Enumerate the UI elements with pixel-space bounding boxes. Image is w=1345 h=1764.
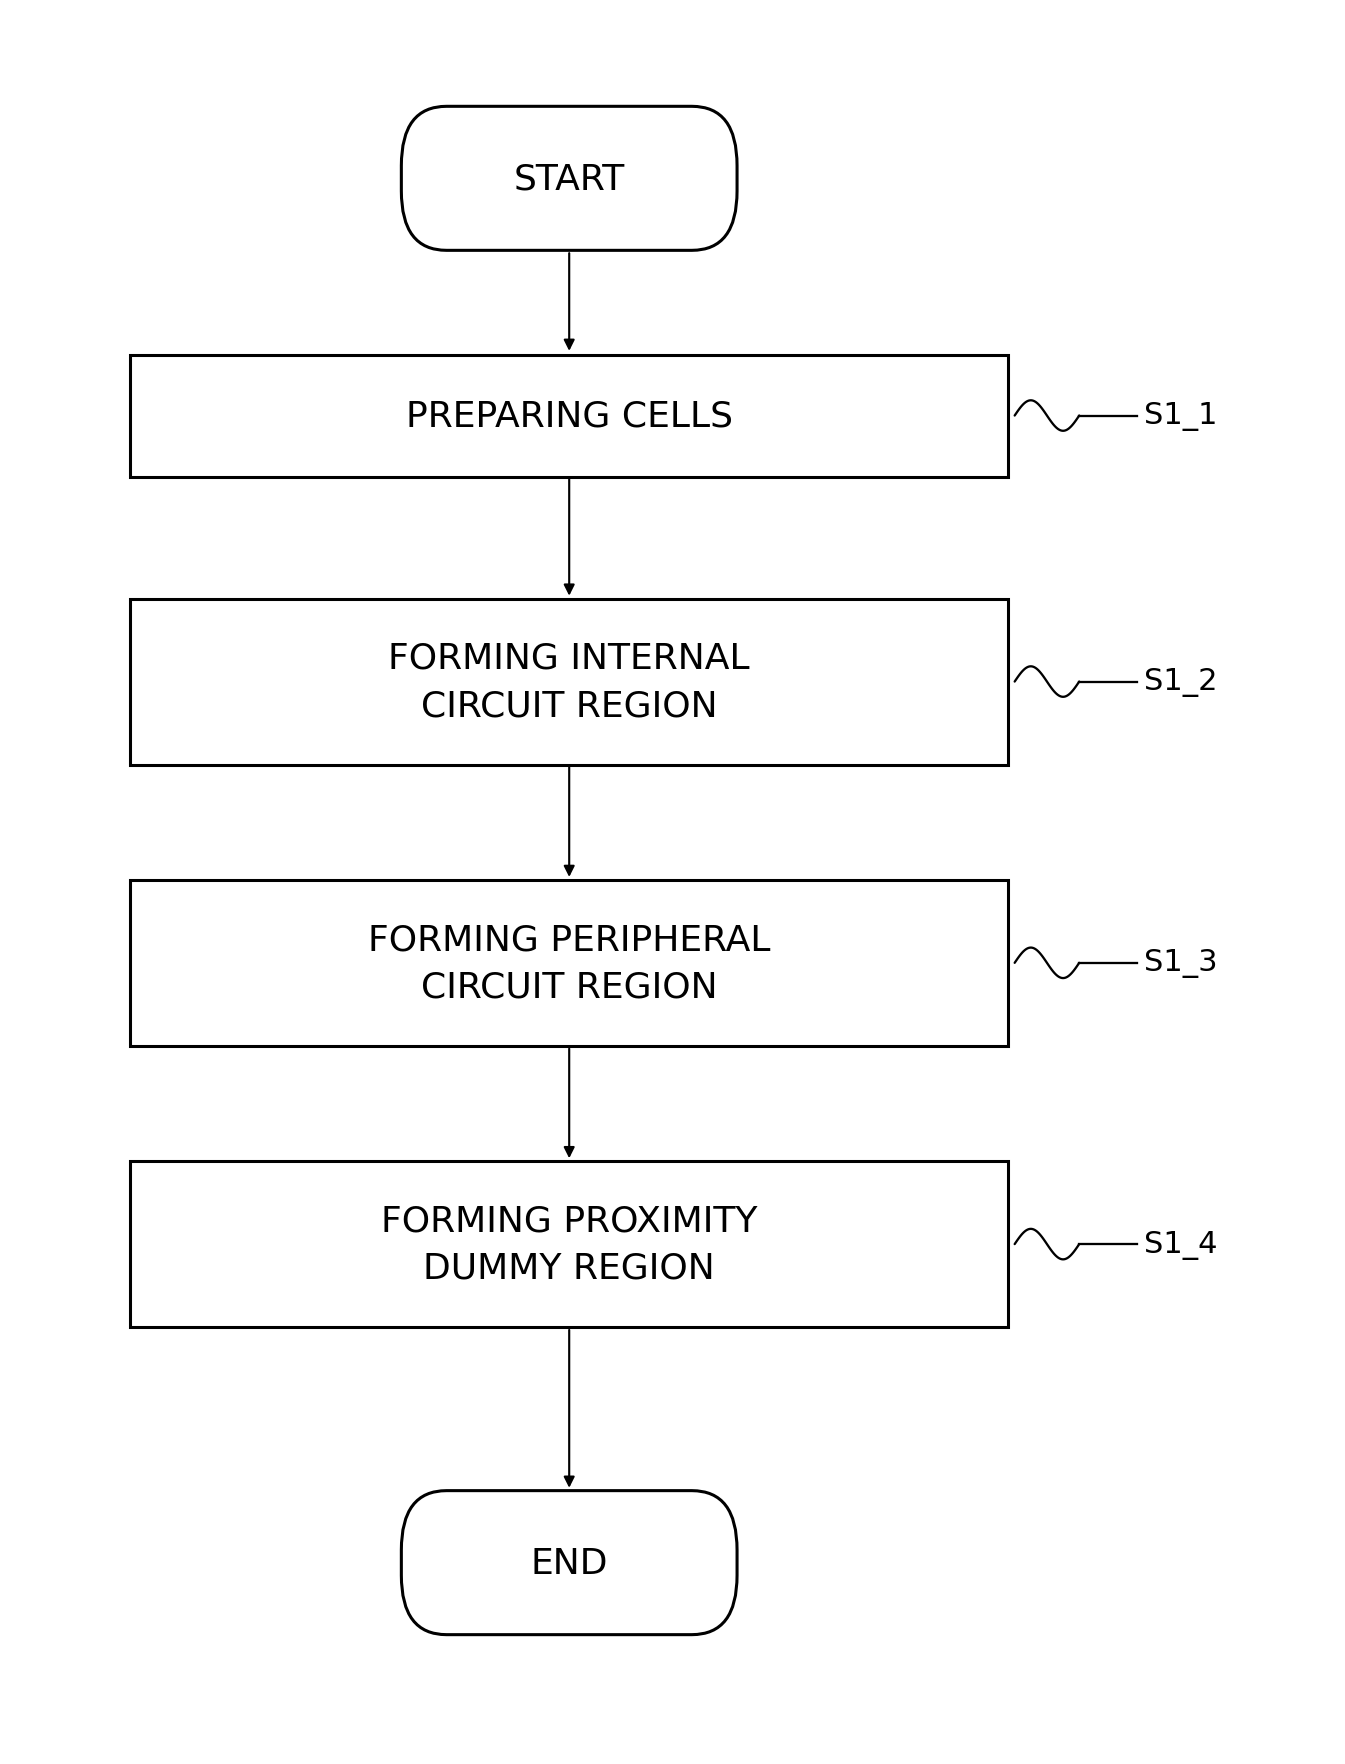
Text: FORMING PERIPHERAL
CIRCUIT REGION: FORMING PERIPHERAL CIRCUIT REGION [369,923,771,1004]
Text: S1_4: S1_4 [1143,1230,1217,1259]
Text: S1_2: S1_2 [1143,669,1217,697]
Text: FORMING INTERNAL
CIRCUIT REGION: FORMING INTERNAL CIRCUIT REGION [389,642,751,723]
Bar [130,880,1009,1046]
FancyBboxPatch shape [401,1491,737,1635]
Text: S1_1: S1_1 [1143,402,1217,430]
FancyBboxPatch shape [401,108,737,250]
Bar [130,355,1009,478]
Text: END: END [530,1545,608,1581]
Text: START: START [514,162,625,196]
Bar [130,1161,1009,1327]
Text: PREPARING CELLS: PREPARING CELLS [406,399,733,434]
Text: FORMING PROXIMITY
DUMMY REGION: FORMING PROXIMITY DUMMY REGION [381,1203,757,1286]
Text: S1_3: S1_3 [1143,949,1217,977]
Bar [130,600,1009,766]
